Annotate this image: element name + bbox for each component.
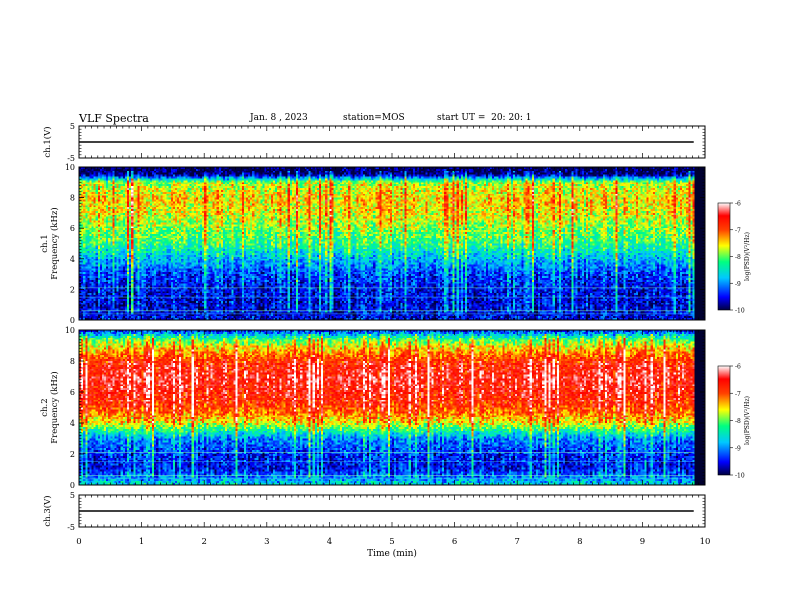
x-tick-label: 5 bbox=[389, 537, 394, 547]
ch2-colorbar bbox=[717, 365, 731, 476]
ch1-voltage-y-axis-label: ch.1(V) bbox=[42, 126, 53, 157]
x-tick-label: 2 bbox=[201, 537, 206, 547]
station-label: station=MOS bbox=[343, 113, 405, 123]
ch2-colorbar-tick-label: -8 bbox=[735, 418, 741, 425]
x-tick-label: 1 bbox=[139, 537, 144, 547]
x-tick-label: 6 bbox=[452, 537, 457, 547]
ch2-colorbar-label: log(PSD)(V²/Hz) bbox=[744, 396, 751, 445]
x-tick-label: 8 bbox=[577, 537, 582, 547]
ch1-spectrogram-y-tick-label: 0 bbox=[70, 316, 75, 325]
x-tick-label: 9 bbox=[640, 537, 645, 547]
ch2-colorbar-tick-label: -7 bbox=[735, 391, 741, 398]
x-tick-label: 3 bbox=[264, 537, 269, 547]
ch1-voltage-y-tick-label: 5 bbox=[70, 122, 75, 131]
ch2-spectrogram-y-tick-label: 2 bbox=[70, 450, 75, 459]
chart-title: VLF Spectra bbox=[79, 112, 149, 125]
ch3-voltage-y-tick-label: -5 bbox=[67, 523, 75, 532]
x-tick-label: 4 bbox=[327, 537, 332, 547]
ch2-colorbar-tick-label: -6 bbox=[735, 364, 741, 371]
ch1-colorbar-tick-label: -9 bbox=[735, 281, 741, 288]
ch1-colorbar-tick-label: -7 bbox=[735, 227, 741, 234]
ch3-voltage-y-tick-label: 5 bbox=[70, 491, 75, 500]
x-tick-label: 7 bbox=[514, 537, 519, 547]
ch1-colorbar-tick-label: -6 bbox=[735, 201, 741, 208]
start-time-label: start UT = 20: 20: 1 bbox=[437, 113, 532, 123]
ch1-spectrogram-image bbox=[79, 167, 705, 320]
ch2-spectrogram-y-axis-label: ch.2 bbox=[40, 398, 50, 416]
ch1-spectrogram-y-tick-label: 8 bbox=[70, 194, 75, 203]
date-label: Jan. 8 , 2023 bbox=[250, 113, 308, 123]
ch1-spectrogram-y-tick-label: 6 bbox=[70, 224, 75, 233]
ch1-colorbar-tick-label: -10 bbox=[735, 308, 745, 315]
ch1-voltage-y-tick-label: -5 bbox=[67, 154, 75, 163]
ch2-spectrogram-y-tick-label: 6 bbox=[70, 388, 75, 397]
ch1-colorbar-tick-label: -8 bbox=[735, 254, 741, 261]
ch2-spectrogram-image bbox=[79, 330, 705, 485]
ch2-colorbar-tick-label: -9 bbox=[735, 445, 741, 452]
ch1-spectrogram-y-tick-label: 10 bbox=[65, 163, 75, 172]
ch2-spectrogram-y-tick-label: 0 bbox=[70, 481, 75, 490]
ch2-spectrogram-y-axis-label: Frequency (kHz) bbox=[49, 371, 60, 443]
ch1-colorbar bbox=[717, 202, 731, 311]
ch3-voltage-y-axis-label: ch.3(V) bbox=[42, 495, 53, 526]
ch1-spectrogram-y-axis-label: ch.1 bbox=[40, 234, 50, 252]
ch2-spectrogram-y-tick-label: 4 bbox=[70, 419, 75, 428]
x-tick-label: 0 bbox=[76, 537, 81, 547]
ch1-spectrogram-y-tick-label: 4 bbox=[70, 255, 75, 264]
ch1-spectrogram-y-tick-label: 2 bbox=[70, 285, 75, 294]
ch1-colorbar-label: log(PSD)(V²/Hz) bbox=[744, 232, 751, 281]
x-tick-label: 10 bbox=[700, 537, 711, 547]
ch1-spectrogram-y-axis-label: Frequency (kHz) bbox=[49, 207, 60, 279]
ch2-spectrogram-y-tick-label: 10 bbox=[65, 326, 75, 335]
ch2-colorbar-tick-label: -10 bbox=[735, 473, 745, 480]
x-axis-label: Time (min) bbox=[367, 548, 417, 559]
ch2-spectrogram-y-tick-label: 8 bbox=[70, 357, 75, 366]
